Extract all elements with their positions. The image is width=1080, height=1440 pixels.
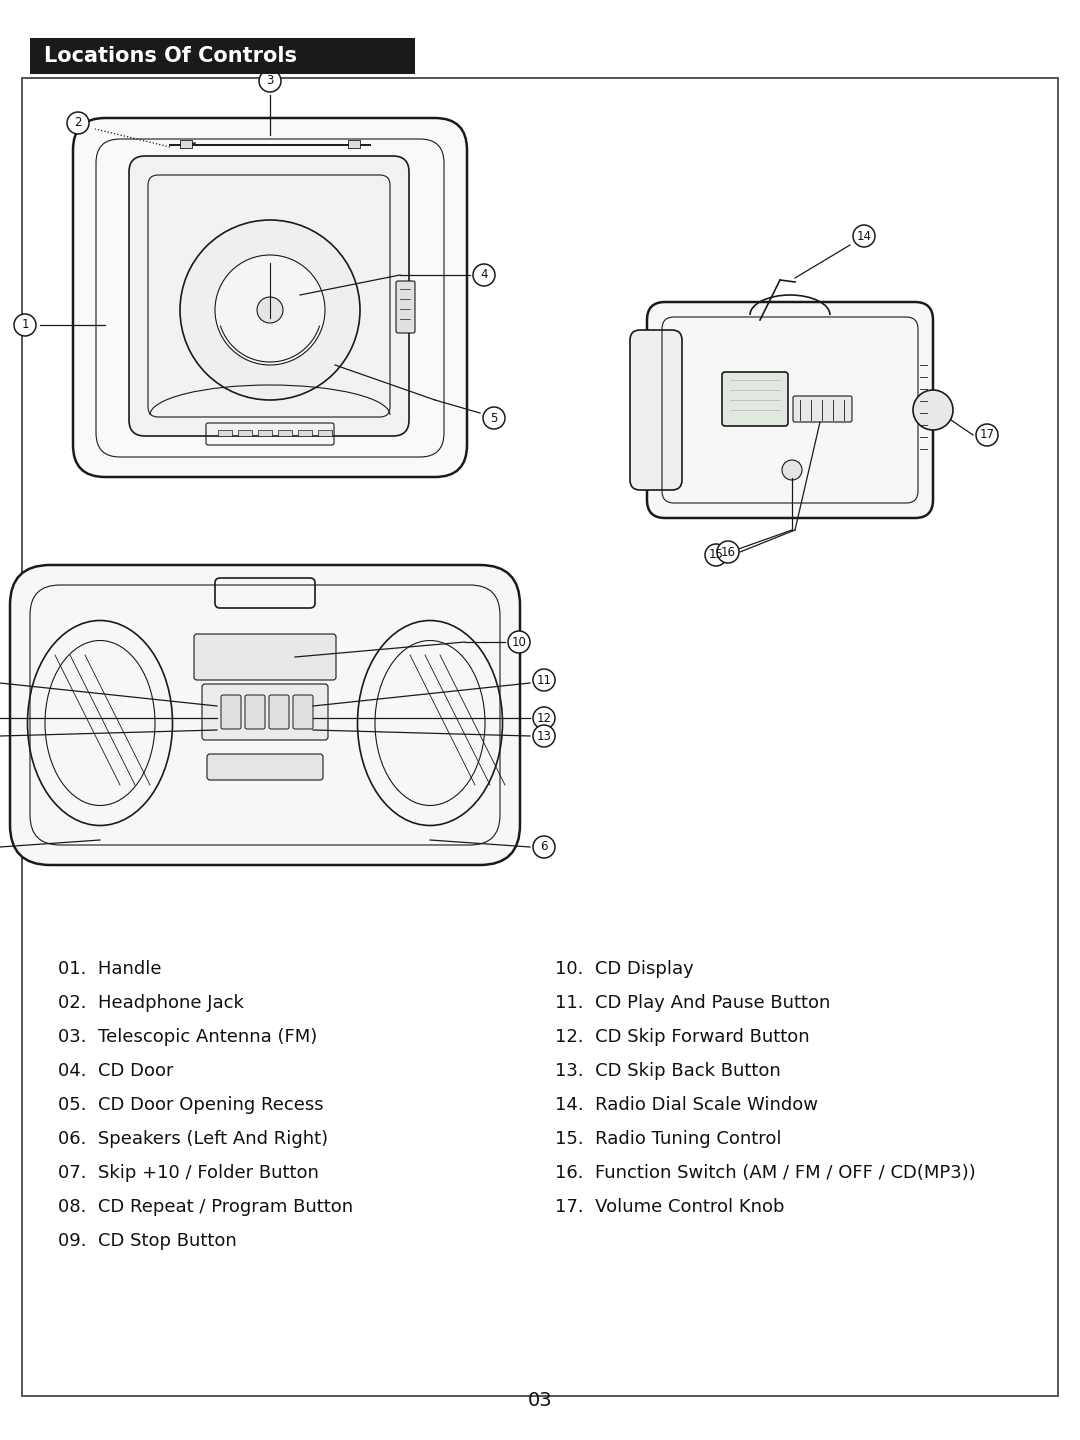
- Text: 10: 10: [512, 635, 526, 648]
- Bar: [278, 431, 292, 436]
- Text: 5: 5: [490, 412, 498, 425]
- Circle shape: [913, 390, 953, 431]
- Text: 13: 13: [537, 730, 552, 743]
- FancyBboxPatch shape: [269, 696, 289, 729]
- Text: 05.  CD Door Opening Recess: 05. CD Door Opening Recess: [58, 1096, 324, 1115]
- Circle shape: [705, 544, 727, 566]
- Text: 09.  CD Stop Button: 09. CD Stop Button: [58, 1233, 237, 1250]
- Text: 04.  CD Door: 04. CD Door: [58, 1063, 174, 1080]
- FancyBboxPatch shape: [194, 634, 336, 680]
- Text: 02.  Headphone Jack: 02. Headphone Jack: [58, 994, 244, 1012]
- Text: 03.  Telescopic Antenna (FM): 03. Telescopic Antenna (FM): [58, 1028, 318, 1045]
- Circle shape: [67, 112, 89, 134]
- Circle shape: [534, 837, 555, 858]
- Bar: [258, 431, 272, 436]
- Bar: [318, 431, 332, 436]
- FancyBboxPatch shape: [202, 684, 328, 740]
- Bar: [298, 431, 312, 436]
- Bar: [348, 140, 360, 148]
- Circle shape: [257, 297, 283, 323]
- FancyBboxPatch shape: [630, 330, 681, 490]
- Text: 15: 15: [708, 549, 724, 562]
- Text: 16: 16: [720, 546, 735, 559]
- Text: 08.  CD Repeat / Program Button: 08. CD Repeat / Program Button: [58, 1198, 353, 1215]
- FancyBboxPatch shape: [647, 302, 933, 518]
- Text: 10.  CD Display: 10. CD Display: [555, 960, 693, 978]
- FancyBboxPatch shape: [396, 281, 415, 333]
- Text: 11: 11: [537, 674, 552, 687]
- Text: 16.  Function Switch (AM / FM / OFF / CD(MP3)): 16. Function Switch (AM / FM / OFF / CD(…: [555, 1164, 975, 1182]
- Text: 01.  Handle: 01. Handle: [58, 960, 162, 978]
- Text: 4: 4: [481, 268, 488, 281]
- Circle shape: [483, 408, 505, 429]
- Circle shape: [534, 670, 555, 691]
- Text: 03: 03: [528, 1391, 552, 1410]
- FancyBboxPatch shape: [293, 696, 313, 729]
- Text: 2: 2: [75, 117, 82, 130]
- Circle shape: [853, 225, 875, 248]
- Text: 14.  Radio Dial Scale Window: 14. Radio Dial Scale Window: [555, 1096, 818, 1115]
- FancyBboxPatch shape: [723, 372, 788, 426]
- Text: 11.  CD Play And Pause Button: 11. CD Play And Pause Button: [555, 994, 831, 1012]
- Circle shape: [259, 71, 281, 92]
- Bar: [218, 431, 232, 436]
- FancyBboxPatch shape: [73, 118, 467, 477]
- Circle shape: [508, 631, 530, 652]
- Circle shape: [534, 707, 555, 729]
- Text: 3: 3: [267, 75, 273, 88]
- Circle shape: [215, 255, 325, 364]
- Text: 06.  Speakers (Left And Right): 06. Speakers (Left And Right): [58, 1130, 328, 1148]
- Circle shape: [976, 423, 998, 446]
- FancyBboxPatch shape: [129, 156, 409, 436]
- FancyBboxPatch shape: [245, 696, 265, 729]
- Text: 15.  Radio Tuning Control: 15. Radio Tuning Control: [555, 1130, 782, 1148]
- Circle shape: [180, 220, 360, 400]
- Text: Locations Of Controls: Locations Of Controls: [44, 46, 297, 66]
- Circle shape: [782, 459, 802, 480]
- FancyBboxPatch shape: [207, 755, 323, 780]
- Circle shape: [473, 264, 495, 287]
- Circle shape: [14, 314, 36, 336]
- Text: 12: 12: [537, 711, 552, 724]
- Text: 1: 1: [22, 318, 29, 331]
- Text: 17: 17: [980, 429, 995, 442]
- Circle shape: [717, 541, 739, 563]
- Text: 6: 6: [540, 841, 548, 854]
- Bar: [180, 140, 192, 148]
- FancyBboxPatch shape: [221, 696, 241, 729]
- FancyBboxPatch shape: [10, 564, 519, 865]
- Text: 14: 14: [856, 229, 872, 242]
- Text: 12.  CD Skip Forward Button: 12. CD Skip Forward Button: [555, 1028, 810, 1045]
- FancyBboxPatch shape: [793, 396, 852, 422]
- Bar: [238, 431, 252, 436]
- Circle shape: [534, 724, 555, 747]
- Text: 17.  Volume Control Knob: 17. Volume Control Knob: [555, 1198, 784, 1215]
- Text: 13.  CD Skip Back Button: 13. CD Skip Back Button: [555, 1063, 781, 1080]
- Text: 07.  Skip +10 / Folder Button: 07. Skip +10 / Folder Button: [58, 1164, 319, 1182]
- Bar: [30, 37, 415, 73]
